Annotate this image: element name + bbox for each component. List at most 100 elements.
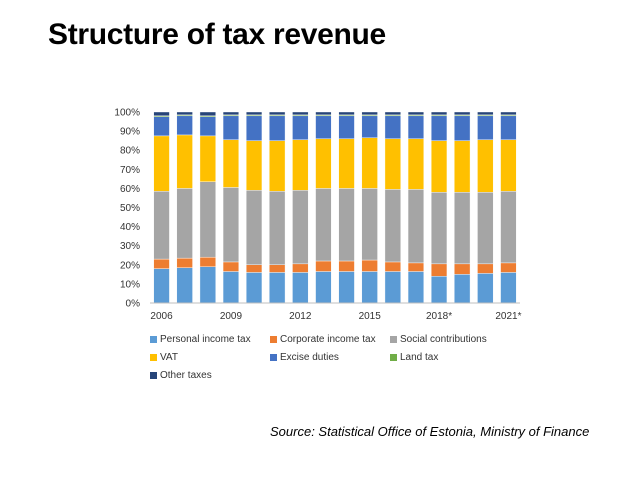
- bar-segment: [384, 261, 401, 272]
- bar-segment: [153, 135, 170, 192]
- bar-segment: [292, 263, 309, 273]
- bar-segment: [222, 261, 240, 272]
- bar-segment: [199, 135, 216, 182]
- bar-stack: [269, 111, 286, 304]
- y-tick-label: 80%: [120, 146, 140, 157]
- bar-segment: [361, 111, 378, 116]
- bar-segment: [407, 262, 425, 272]
- bar-segment: [292, 139, 309, 191]
- y-tick-label: 90%: [120, 127, 140, 138]
- bar-segment: [222, 187, 240, 263]
- bar-segment: [153, 116, 170, 137]
- bar-stack: [338, 111, 355, 304]
- bar-segment: [431, 276, 448, 304]
- bar-segment: [292, 115, 309, 140]
- bar-segment: [269, 272, 286, 304]
- bar-segment: [500, 262, 517, 273]
- bar-segment: [454, 263, 471, 275]
- bar-segment: [407, 115, 425, 139]
- bar-segment: [269, 115, 286, 141]
- bar-segment: [245, 272, 263, 304]
- legend-label: Personal income tax: [160, 333, 251, 345]
- x-tick-label: 2018*: [426, 311, 452, 322]
- bar-segment: [292, 190, 309, 265]
- legend-item: Personal income tax: [150, 334, 270, 345]
- legend-row: VAT Excise duties Land tax: [150, 348, 510, 366]
- bar-segment: [338, 115, 355, 139]
- bar-segment: [500, 139, 517, 192]
- bar-segment: [454, 111, 471, 116]
- bar-segment: [245, 115, 263, 141]
- bar-segment: [477, 111, 494, 116]
- bar-segment: [153, 111, 170, 117]
- legend-item: Excise duties: [270, 352, 390, 363]
- source-note: Source: Statistical Office of Estonia, M…: [270, 424, 590, 439]
- bar-segment: [153, 258, 170, 269]
- bar-stack: [222, 111, 240, 304]
- legend-item: Other taxes: [150, 370, 270, 381]
- bar-segment: [315, 260, 332, 272]
- bar-segment: [199, 181, 216, 258]
- bar-segment: [199, 266, 216, 304]
- bar-segment: [500, 272, 517, 304]
- bar-segment: [431, 140, 448, 193]
- bar-segment: [338, 260, 355, 272]
- legend-label: Other taxes: [160, 369, 212, 381]
- bar-segment: [176, 115, 193, 136]
- bar-segment: [361, 259, 378, 272]
- bar-segment: [199, 111, 216, 117]
- bar-segment: [245, 190, 263, 265]
- bar-segment: [245, 111, 263, 116]
- y-tick-label: 0%: [126, 299, 141, 310]
- legend-swatch: [150, 371, 157, 379]
- x-tick-label: 2009: [220, 311, 243, 322]
- bar-segment: [153, 268, 170, 304]
- y-axis: 0% 10% 20% 30% 40% 50% 60% 70% 80% 90% 100%: [114, 108, 140, 310]
- bar-segment: [176, 111, 193, 116]
- bar-segment: [500, 111, 517, 116]
- bar-segment: [222, 111, 240, 116]
- x-tick-label: 2012: [289, 311, 312, 322]
- x-tick-label: 2015: [359, 311, 382, 322]
- bar-segment: [454, 192, 471, 265]
- legend-swatch: [390, 335, 397, 343]
- bar-segment: [384, 111, 401, 116]
- legend-label: VAT: [160, 351, 178, 363]
- bar-segment: [384, 189, 401, 263]
- bar-segment: [454, 274, 471, 304]
- legend-swatch: [150, 353, 157, 361]
- bar-segment: [454, 115, 471, 141]
- bar-segment: [431, 115, 448, 141]
- y-tick-label: 60%: [120, 184, 140, 195]
- legend-label: Excise duties: [280, 351, 339, 363]
- bar-segment: [477, 263, 494, 274]
- bar-segment: [222, 271, 240, 304]
- legend-item: Land tax: [390, 352, 510, 363]
- legend-item: VAT: [150, 352, 270, 363]
- bar-segment: [269, 140, 286, 192]
- bar-segment: [407, 271, 425, 304]
- bar-stack: [361, 111, 378, 304]
- bar-segment: [384, 138, 401, 190]
- legend-label: Corporate income tax: [280, 333, 376, 345]
- legend-item: Corporate income tax: [270, 334, 390, 345]
- bar-segment: [477, 115, 494, 140]
- bar-segment: [361, 271, 378, 304]
- x-tick-label: 2021*: [495, 311, 521, 322]
- bar-segment: [153, 191, 170, 260]
- legend-label: Land tax: [400, 351, 439, 363]
- bar-stack: [477, 111, 494, 304]
- bar-segment: [176, 257, 193, 268]
- bar-segment: [477, 139, 494, 193]
- bar-segment: [338, 271, 355, 304]
- bar-segment: [431, 263, 448, 277]
- y-tick-label: 40%: [120, 222, 140, 233]
- bar-segment: [222, 139, 240, 188]
- bar-segment: [222, 115, 240, 140]
- bar-segment: [407, 138, 425, 190]
- bar-stack: [431, 111, 448, 304]
- chart-legend: Personal income tax Corporate income tax S…: [150, 330, 510, 384]
- bar-stack: [153, 111, 170, 304]
- bar-stack: [292, 111, 309, 304]
- bar-segment: [292, 272, 309, 304]
